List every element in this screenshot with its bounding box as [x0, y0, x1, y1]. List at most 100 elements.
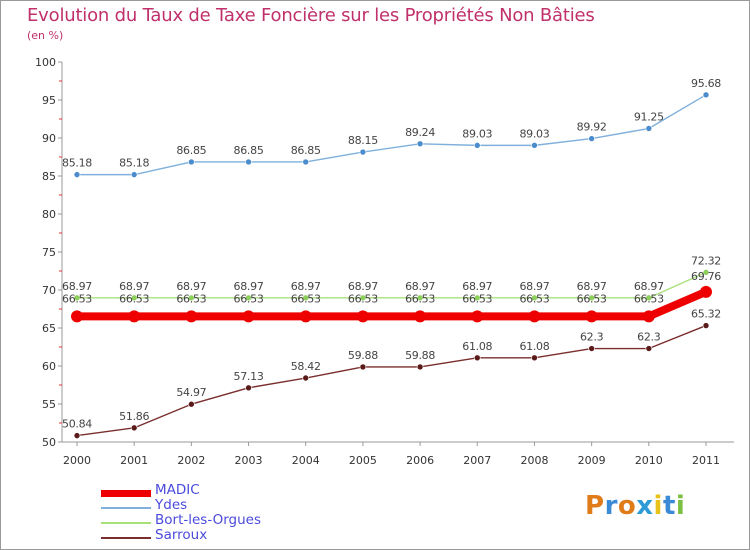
- data-label: 86.85: [291, 144, 321, 157]
- legend-label-ydes: Ydes: [155, 497, 188, 513]
- data-label: 89.03: [462, 127, 492, 140]
- data-point: [130, 171, 138, 178]
- data-label: 68.97: [291, 280, 321, 293]
- data-label: 59.88: [405, 349, 435, 362]
- data-label: 91.25: [634, 111, 664, 124]
- data-label: 68.97: [234, 280, 264, 293]
- data-label: 86.85: [234, 144, 264, 157]
- data-point: [645, 294, 653, 302]
- data-label: 95.68: [691, 77, 721, 90]
- x-tick-label: 2011: [692, 454, 720, 467]
- data-point: [531, 142, 538, 149]
- data-label: 66.53: [176, 292, 206, 305]
- data-point: [645, 345, 653, 352]
- data-label: 62.3: [637, 331, 661, 344]
- legend-swatch-ydes: [101, 507, 151, 509]
- data-point: [416, 363, 424, 371]
- data-label: 66.53: [634, 292, 664, 305]
- legend-item-sarroux: Sarroux: [101, 527, 321, 545]
- logo-letter: P: [585, 491, 605, 521]
- data-point: [299, 310, 312, 323]
- y-tick-label: 100: [35, 56, 56, 69]
- data-point: [302, 294, 310, 302]
- data-label: 62.3: [580, 331, 604, 344]
- x-tick-label: 2009: [578, 454, 606, 467]
- data-point: [473, 142, 481, 149]
- legend-swatch-bort: [101, 522, 151, 524]
- chart-title: Evolution du Taux de Taxe Foncière sur l…: [27, 5, 595, 26]
- data-label: 88.15: [348, 134, 378, 147]
- data-label: 61.08: [519, 340, 549, 353]
- data-point: [188, 294, 195, 302]
- data-point: [130, 424, 138, 432]
- data-point: [642, 310, 655, 323]
- data-label: 68.97: [348, 280, 378, 293]
- data-point: [645, 125, 653, 132]
- data-label: 68.97: [577, 280, 607, 293]
- data-point: [71, 310, 83, 323]
- data-point: [185, 310, 198, 323]
- data-point: [585, 310, 598, 323]
- data-point: [128, 310, 141, 323]
- y-tick-label: 65: [42, 322, 56, 335]
- data-label: 66.53: [348, 292, 378, 305]
- y-tick-label: 85: [42, 170, 56, 183]
- data-point: [245, 158, 252, 166]
- x-tick-label: 2008: [520, 454, 548, 467]
- data-point: [531, 354, 538, 362]
- data-label: 54.97: [176, 386, 206, 399]
- x-tick-label: 2001: [120, 454, 148, 467]
- data-point: [73, 432, 81, 439]
- data-label: 69.76: [691, 270, 721, 283]
- data-point: [588, 294, 595, 302]
- data-point: [130, 294, 138, 302]
- data-label: 65.32: [691, 308, 721, 321]
- data-label: 51.86: [119, 410, 149, 423]
- x-tick-label: 2004: [292, 454, 320, 467]
- data-label: 61.08: [462, 340, 492, 353]
- data-point: [188, 158, 195, 166]
- data-label: 89.92: [577, 121, 607, 134]
- data-label: 68.97: [405, 280, 435, 293]
- data-label: 66.53: [405, 292, 435, 305]
- data-label: 66.53: [291, 292, 321, 305]
- data-label: 68.97: [462, 280, 492, 293]
- data-point: [242, 310, 255, 323]
- data-point: [359, 148, 367, 156]
- data-label: 85.18: [119, 157, 149, 170]
- logo-letter: r: [604, 491, 618, 521]
- data-point: [588, 345, 595, 352]
- series-line-ydes: [76, 94, 707, 176]
- x-tick-label: 2002: [177, 454, 205, 467]
- y-tick-label: 95: [42, 94, 56, 107]
- data-point: [359, 363, 367, 371]
- data-label: 89.24: [405, 126, 435, 139]
- data-label: 89.03: [519, 127, 549, 140]
- data-point: [471, 310, 484, 323]
- legend-swatch-madic: [101, 490, 151, 497]
- legend-swatch-sarroux: [101, 537, 151, 539]
- data-point: [531, 294, 538, 302]
- data-point: [702, 269, 710, 276]
- data-label: 66.53: [234, 292, 264, 305]
- data-point: [473, 354, 481, 362]
- data-label: 85.18: [62, 157, 92, 170]
- x-tick-label: 2006: [406, 454, 434, 467]
- logo-letter: x: [636, 491, 654, 521]
- data-point: [245, 384, 252, 392]
- data-point: [416, 140, 424, 148]
- x-tick-label: 2005: [349, 454, 377, 467]
- data-label: 66.53: [519, 292, 549, 305]
- y-tick-label: 80: [42, 208, 56, 221]
- data-label: 59.88: [348, 349, 378, 362]
- data-label: 66.53: [62, 292, 92, 305]
- x-tick-label: 2007: [463, 454, 491, 467]
- legend-item-madic: MADIC: [101, 482, 321, 500]
- data-label: 68.97: [119, 280, 149, 293]
- data-label: 66.53: [462, 292, 492, 305]
- data-point: [416, 294, 424, 302]
- legend-label-bort: Bort-les-Orgues: [155, 512, 261, 528]
- data-point: [588, 135, 595, 142]
- data-point: [473, 294, 481, 302]
